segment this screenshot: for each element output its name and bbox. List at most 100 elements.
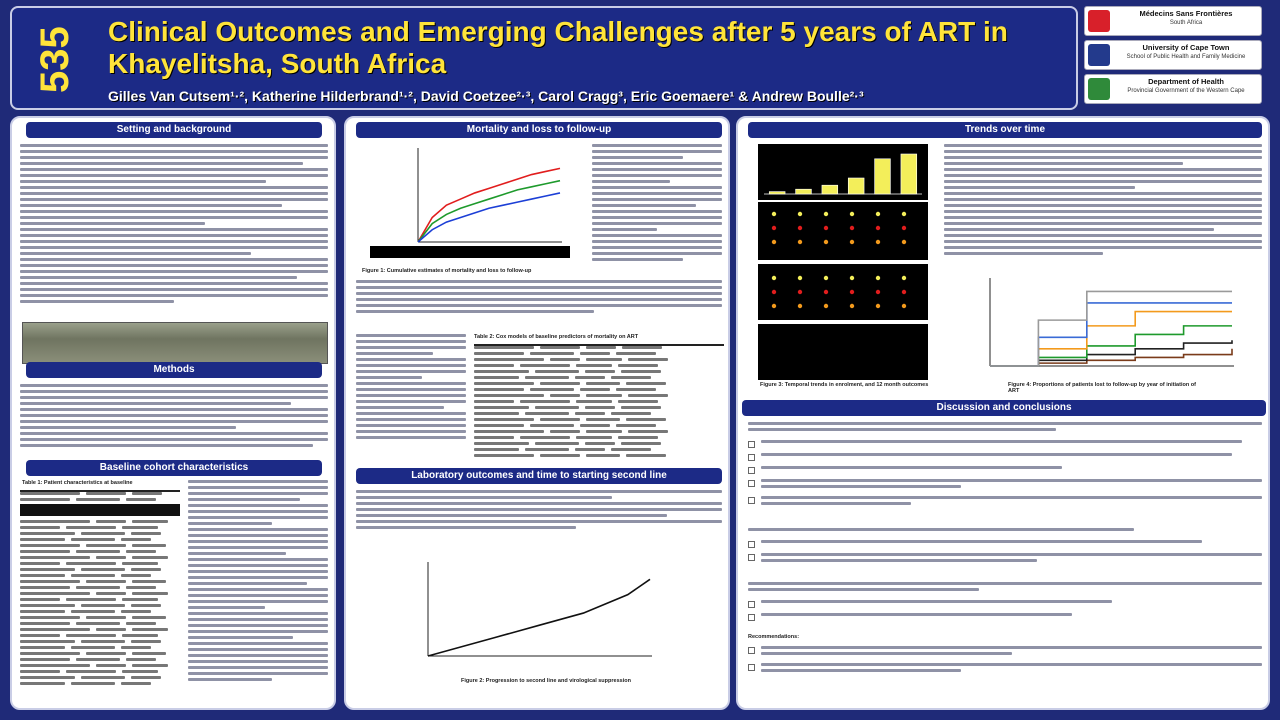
series-line-4 (990, 302, 1232, 367)
section-heading-methods: Methods (26, 362, 322, 378)
bar-2006 (900, 153, 918, 195)
outcome-point (797, 289, 803, 295)
outcome-point (875, 211, 881, 217)
outcome-point (849, 225, 855, 231)
bar-2003 (821, 184, 839, 195)
series-line-0 (417, 167, 561, 243)
outcome-point (901, 211, 907, 217)
figure3-outcomes-points-2 (771, 275, 907, 309)
column-middle: Mortality and loss to follow-up Figure 1… (344, 116, 730, 710)
outcome-point (849, 211, 855, 217)
outcome-point (797, 303, 803, 309)
section-heading-laboratory: Laboratory outcomes and time to starting… (356, 468, 722, 484)
poster-title: Clinical Outcomes and Emerging Challenge… (108, 16, 1008, 79)
figure3-outcomes-panel-2 (758, 264, 928, 320)
outcome-point (901, 225, 907, 231)
outcome-point (771, 303, 777, 309)
series-line-1 (417, 179, 561, 243)
series-line-1 (990, 340, 1233, 367)
outcome-point (849, 239, 855, 245)
outcome-point (797, 239, 803, 245)
series-line-5 (990, 290, 1232, 367)
discussion-para-3 (748, 582, 1262, 594)
figure1-caption: Figure 1: Cumulative estimates of mortal… (362, 268, 532, 274)
figure1-chart (417, 148, 562, 243)
outcome-point (823, 275, 829, 281)
figure3-enrolment-chart (758, 144, 928, 200)
outcome-point (901, 275, 907, 281)
discussion-para-2 (748, 528, 1262, 536)
column-right: Trends over time Figure 3: Temporal tren… (736, 116, 1270, 710)
logo-panel: Médecins Sans Frontières South Africa Un… (1082, 6, 1270, 110)
outcome-point (797, 211, 803, 217)
outcome-point (849, 303, 855, 309)
outcome-point (875, 225, 881, 231)
discussion-intro (748, 422, 1262, 434)
poster-header: 535 Clinical Outcomes and Emerging Chall… (10, 6, 1078, 110)
outcome-point (823, 239, 829, 245)
recommendations-heading: Recommendations: (748, 634, 800, 640)
mortality-text (592, 144, 722, 274)
outcome-point (771, 211, 777, 217)
recommendations-bullets (748, 646, 1262, 702)
outcome-point (771, 275, 777, 281)
mortality-text-wide (356, 280, 722, 330)
discussion-bullets-3 (748, 600, 1262, 630)
section-heading-trends: Trends over time (748, 122, 1262, 138)
figure4-caption: Figure 4: Proportions of patients lost t… (1008, 382, 1196, 394)
series-line-2 (417, 192, 561, 243)
poster-authors: Gilles Van Cutsem¹·², Katherine Hilderbr… (108, 88, 864, 104)
outcome-point (823, 289, 829, 295)
figure2-caption: Figure 2: Progression to second line and… (461, 678, 631, 684)
table2-caption: Table 2: Cox models of baseline predicto… (474, 334, 639, 340)
outcome-point (849, 289, 855, 295)
outcome-point (901, 303, 907, 309)
bar-2004 (847, 177, 865, 195)
outcome-point (875, 275, 881, 281)
series-line-3 (990, 310, 1232, 367)
logo-uct: University of Cape Town School of Public… (1084, 40, 1262, 70)
outcome-point (771, 239, 777, 245)
logo-doh: Department of Health Provincial Governme… (1084, 74, 1262, 104)
bar-2002 (795, 188, 812, 195)
mortality-text-narrow (356, 334, 466, 462)
outcome-point (849, 275, 855, 281)
table1-caption: Table 1: Patient characteristics at base… (22, 480, 133, 486)
section-heading-discussion: Discussion and conclusions (742, 400, 1266, 416)
section-heading-mortality: Mortality and loss to follow-up (356, 122, 722, 138)
laboratory-text (356, 490, 722, 550)
outcome-point (823, 211, 829, 217)
outcome-point (823, 303, 829, 309)
outcome-point (771, 289, 777, 295)
outcome-point (901, 239, 907, 245)
outcome-point (875, 289, 881, 295)
discussion-bullets-2 (748, 540, 1262, 580)
township-photo (22, 322, 328, 364)
figure3-outcomes-points-1 (771, 211, 907, 245)
baseline-table (20, 490, 180, 702)
baseline-text (188, 480, 328, 702)
setting-text (20, 144, 328, 322)
outcome-point (901, 289, 907, 295)
outcome-point (771, 225, 777, 231)
bar-2001 (768, 191, 786, 195)
column-left: Setting and background Methods Baseline … (10, 116, 336, 710)
series-line-0 (427, 578, 651, 657)
bar-2005 (874, 158, 891, 195)
msf-logo-icon (1088, 10, 1110, 32)
outcome-point (875, 303, 881, 309)
outcome-point (797, 225, 803, 231)
doh-crest-icon (1088, 78, 1110, 100)
outcome-point (823, 225, 829, 231)
section-heading-setting: Setting and background (26, 122, 322, 138)
outcome-point (797, 275, 803, 281)
discussion-bullets-1 (748, 440, 1262, 520)
figure3-outcomes-panel-1 (758, 202, 928, 260)
outcome-point (875, 239, 881, 245)
figure2-chart (427, 562, 652, 657)
trends-text (944, 144, 1262, 268)
figure4-chart (989, 278, 1234, 367)
risk-table-bar (370, 246, 570, 258)
poster-number: 535 (33, 26, 77, 94)
figure3-outcomes-panel-3 (758, 324, 928, 380)
